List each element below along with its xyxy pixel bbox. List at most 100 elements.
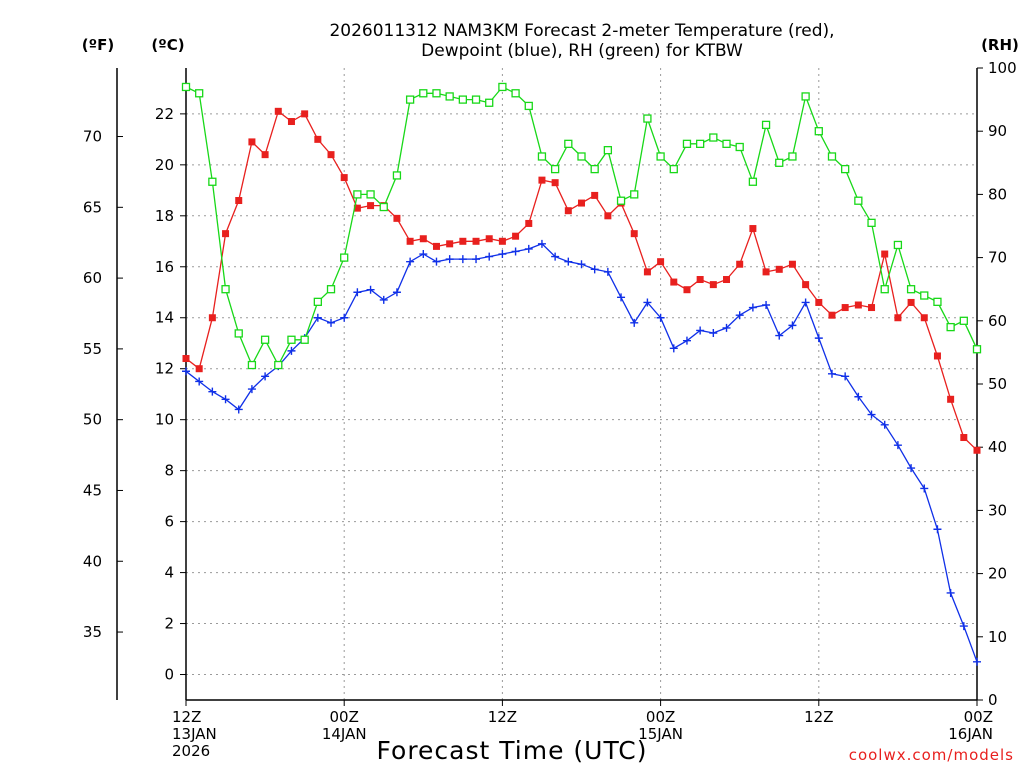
celsius-tick-label: 16: [155, 258, 174, 276]
rh-axis-ticks: 0 10 20 30 40 50 60 70 80 90 100: [977, 59, 1017, 709]
rh-series: [181, 82, 982, 370]
dewpoint-point: [933, 525, 942, 534]
2-meter-temperature-point: [775, 265, 783, 273]
x-axis-label: Forecast Time (UTC): [377, 736, 648, 765]
rh-point: [788, 152, 797, 161]
dewpoint-point: [973, 657, 981, 666]
time-tick-label: 12Z: [804, 708, 833, 726]
celsius-tick-label: 18: [155, 207, 174, 225]
2-meter-temperature-point: [933, 352, 941, 360]
dewpoint-point: [406, 257, 415, 266]
celsius-tick-label: 2: [164, 615, 174, 633]
2-meter-temperature-point: [683, 286, 691, 294]
fahrenheit-tick-label: 60: [83, 269, 102, 287]
2-meter-temperature-point: [723, 276, 731, 284]
rh-point: [537, 152, 547, 161]
dewpoint-point: [485, 252, 494, 261]
dewpoint-point: [327, 318, 336, 327]
2-meter-temperature-point: [512, 232, 520, 240]
dewpoint-point: [511, 247, 520, 256]
celsius-tick-label: 4: [164, 564, 174, 582]
celsius-tick-label: 0: [164, 666, 174, 684]
2-meter-temperature-point: [657, 258, 665, 266]
celsius-tick-label: 12: [155, 360, 174, 378]
rh-point: [195, 89, 204, 98]
2-meter-temperature-point: [643, 268, 651, 276]
rh-tick-label: 0: [988, 691, 998, 709]
2-meter-temperature-point: [881, 250, 889, 258]
rh-point: [234, 329, 243, 338]
2-meter-temperature-point: [578, 199, 585, 207]
dewpoint-point: [221, 395, 230, 404]
dewpoint-point: [458, 255, 467, 264]
rh-point: [906, 285, 916, 294]
2-meter-temperature-series: [182, 107, 981, 454]
rh-point: [340, 253, 349, 262]
dewpoint-point: [748, 303, 757, 312]
rh-point: [181, 82, 191, 92]
rh-tick-label: 90: [988, 122, 1007, 140]
axes: [116, 68, 978, 701]
2-meter-temperature-point: [182, 355, 190, 363]
fahrenheit-tick-label: 40: [83, 552, 102, 570]
rh-point: [221, 285, 230, 294]
rh-point: [353, 190, 362, 199]
dewpoint-point: [907, 464, 916, 473]
rh-point: [524, 101, 533, 111]
time-tick-label: 00Z: [330, 708, 359, 726]
dewpoint-point: [551, 252, 560, 261]
dewpoint-point: [841, 372, 850, 381]
2-meter-temperature-point: [960, 434, 968, 442]
2-meter-temperature-point: [446, 240, 454, 248]
2-meter-temperature-point: [630, 230, 638, 238]
rh-point: [511, 89, 520, 98]
2-meter-temperature-point: [261, 151, 269, 159]
dewpoint-point: [445, 255, 454, 264]
2-meter-temperature-point: [459, 237, 467, 245]
rh-point: [366, 190, 375, 199]
2-meter-temperature-point: [485, 235, 493, 243]
dewpoint-point: [432, 257, 441, 266]
2-meter-temperature-point: [301, 110, 309, 118]
rh-tick-label: 30: [988, 501, 1007, 519]
celsius-tick-label: 14: [155, 309, 174, 327]
chart-title-line-2: Dewpoint (blue), RH (green) for KTBW: [421, 41, 743, 61]
time-tick-label: 15JAN: [638, 725, 683, 743]
rh-tick-label: 40: [988, 438, 1007, 456]
2-meter-temperature-point: [815, 298, 823, 306]
rh-tick-label: 100: [988, 59, 1017, 77]
celsius-tick-label: 8: [164, 462, 174, 480]
2-meter-temperature-point: [973, 446, 981, 454]
dewpoint-point: [682, 336, 691, 345]
dewpoint-point: [827, 369, 836, 378]
rh-point: [564, 139, 573, 148]
dewpoint-point: [247, 385, 256, 394]
dewpoint-point: [617, 293, 626, 302]
fahrenheit-unit-label: (ºF): [82, 36, 114, 54]
dewpoint-point: [920, 484, 929, 493]
rh-point: [603, 146, 613, 155]
2-meter-temperature-point: [525, 219, 533, 227]
rh-point: [709, 133, 718, 142]
time-tick-label: 12Z: [488, 708, 517, 726]
dewpoint-point: [867, 410, 876, 419]
2-meter-temperature-point: [841, 304, 849, 312]
2-meter-temperature-point: [894, 314, 902, 322]
time-tick-label: 13JAN: [172, 725, 217, 743]
dewpoint-point: [340, 313, 349, 322]
2-meter-temperature-point: [696, 276, 704, 284]
rh-point: [814, 127, 823, 136]
rh-line: [185, 86, 978, 367]
dewpoint-point: [788, 321, 797, 330]
rh-point: [485, 98, 494, 107]
credit-text[interactable]: coolwx.com/models: [849, 746, 1014, 764]
rh-point: [405, 95, 415, 104]
dewpoint-point: [630, 318, 639, 327]
dewpoint-point: [564, 257, 573, 266]
dewpoint-point: [353, 288, 362, 297]
2-meter-temperature-point: [670, 278, 678, 286]
rh-point: [616, 196, 626, 205]
rh-point: [722, 139, 731, 148]
2-meter-temperature-point: [195, 365, 203, 373]
